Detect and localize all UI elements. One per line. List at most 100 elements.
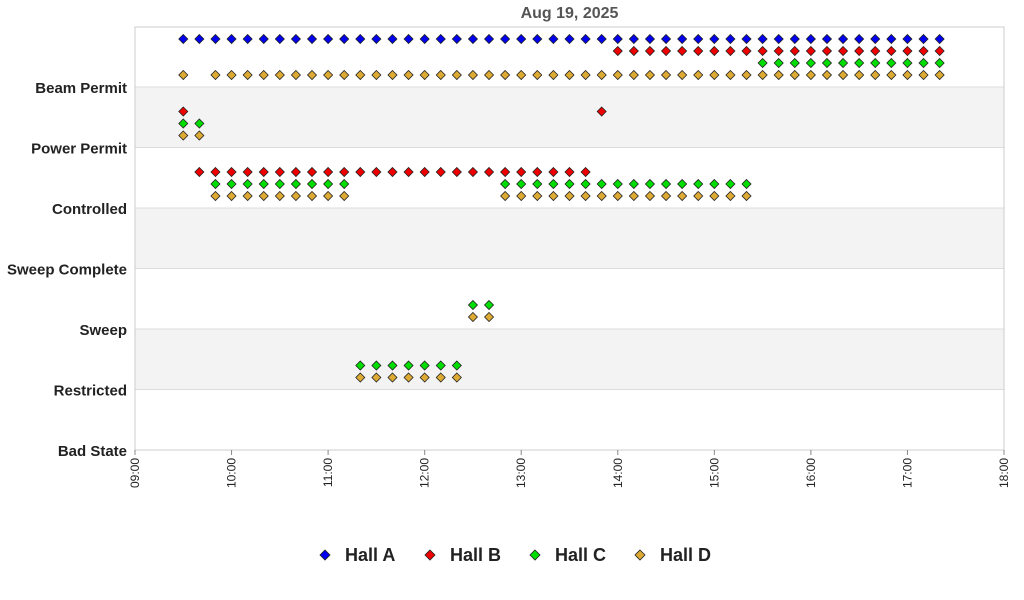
data-point (532, 178, 543, 190)
data-point (306, 190, 318, 202)
data-point (838, 33, 849, 45)
data-point (628, 190, 639, 202)
data-point (709, 190, 720, 202)
data-point (403, 33, 414, 45)
data-point (419, 372, 430, 383)
data-point (918, 69, 929, 81)
data-point (274, 69, 285, 81)
category-axis: Beam Permit Power Permit Controlled Sweep C… (7, 80, 127, 460)
data-point (757, 57, 768, 69)
data-point (612, 33, 623, 45)
data-point (323, 33, 334, 45)
data-point (596, 178, 607, 190)
data-point (194, 166, 205, 178)
data-point (660, 190, 672, 202)
data-point (210, 178, 221, 190)
data-point (500, 166, 511, 178)
data-point (644, 178, 656, 190)
tick-label: 17:00 (900, 458, 914, 488)
data-point (693, 178, 704, 190)
legend-marker (634, 549, 646, 561)
data-point (677, 178, 688, 190)
data-point (290, 69, 301, 81)
data-point (371, 372, 382, 383)
data-point (677, 45, 688, 57)
data-point (516, 69, 527, 81)
data-point (757, 45, 768, 57)
data-point (387, 69, 398, 81)
data-point (660, 45, 672, 57)
data-point (226, 190, 237, 202)
data-point (660, 33, 672, 45)
data-point (902, 57, 913, 69)
data-point (870, 57, 881, 69)
tick-label: 13:00 (514, 458, 528, 488)
data-point (805, 33, 816, 45)
plot-band (135, 208, 1004, 269)
category-label: Bad State (58, 443, 127, 460)
data-point (693, 190, 704, 202)
data-point (870, 33, 881, 45)
data-point (483, 166, 495, 178)
data-point (596, 106, 607, 117)
data-point (532, 166, 543, 178)
data-point (773, 57, 784, 69)
data-point (435, 33, 446, 45)
category-label: Power Permit (31, 141, 127, 158)
data-point (709, 69, 720, 81)
data-point (693, 45, 704, 57)
data-point (339, 166, 350, 178)
data-point (258, 178, 269, 190)
data-point (274, 33, 285, 45)
data-point (709, 45, 720, 57)
data-point (339, 33, 350, 45)
data-point (387, 33, 398, 45)
data-point (741, 178, 752, 190)
tick-label: 14:00 (611, 458, 625, 488)
data-point (580, 190, 591, 202)
data-point (226, 33, 237, 45)
data-point (403, 166, 414, 178)
data-point (516, 190, 527, 202)
data-point (371, 33, 382, 45)
data-point (725, 190, 736, 202)
data-point (677, 190, 688, 202)
data-point (242, 178, 253, 190)
data-point (918, 33, 929, 45)
plot-band (135, 329, 1004, 390)
data-point (934, 33, 945, 45)
data-point (500, 190, 511, 202)
data-point (660, 178, 672, 190)
data-point (709, 33, 720, 45)
data-point (532, 190, 543, 202)
data-point (339, 178, 350, 190)
data-point (693, 33, 704, 45)
data-point (789, 33, 800, 45)
data-point (580, 166, 591, 178)
data-point (467, 69, 479, 81)
data-point (644, 69, 656, 81)
data-point (226, 166, 237, 178)
data-point (821, 69, 833, 81)
data-point (805, 69, 816, 81)
data-point (403, 69, 414, 81)
data-point (403, 360, 414, 371)
data-points (178, 33, 945, 383)
data-point (564, 178, 575, 190)
data-point (306, 178, 318, 190)
data-point (612, 69, 623, 81)
data-point (805, 57, 816, 69)
data-point (355, 69, 366, 81)
data-point (467, 166, 479, 178)
data-point (210, 33, 221, 45)
legend-label: Hall D (660, 545, 711, 565)
data-point (516, 178, 527, 190)
data-point (274, 178, 285, 190)
data-point (838, 57, 849, 69)
data-point (612, 45, 623, 57)
data-point (580, 178, 591, 190)
data-point (355, 372, 366, 383)
data-point (483, 33, 495, 45)
data-point (709, 178, 720, 190)
